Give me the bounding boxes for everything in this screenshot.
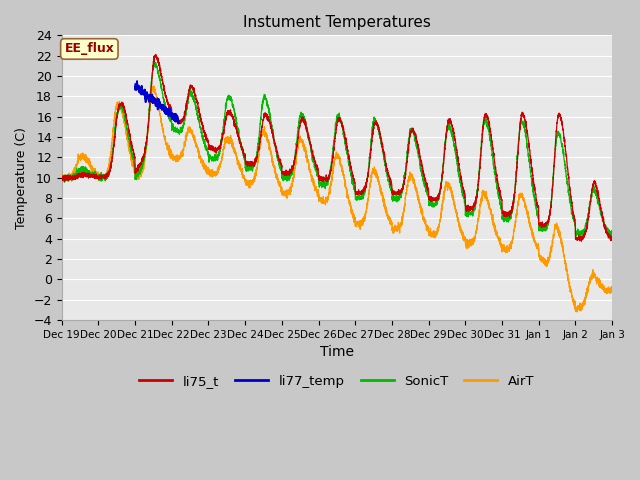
Y-axis label: Temperature (C): Temperature (C) (15, 127, 28, 228)
Legend: li75_t, li77_temp, SonicT, AirT: li75_t, li77_temp, SonicT, AirT (134, 370, 540, 393)
Title: Instument Temperatures: Instument Temperatures (243, 15, 431, 30)
X-axis label: Time: Time (320, 346, 354, 360)
Text: EE_flux: EE_flux (65, 42, 115, 56)
